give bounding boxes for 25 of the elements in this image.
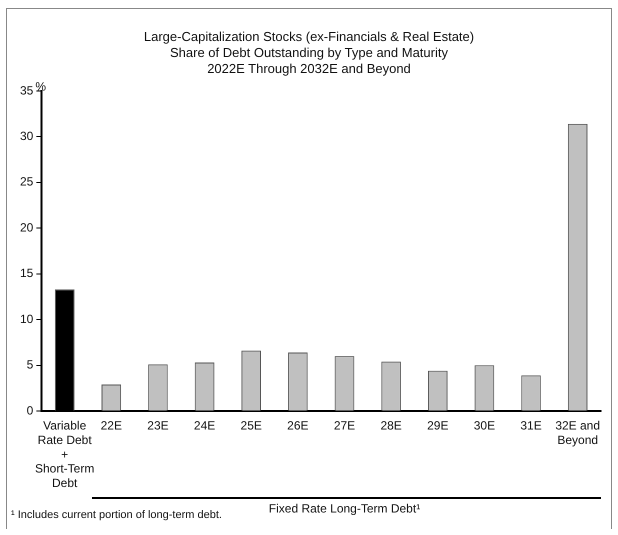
text: ¹ Includes current portion of long-term debt. [11, 509, 222, 521]
y-tick-label: 35 [20, 83, 34, 98]
x-tick-label: 29E [427, 418, 448, 433]
y-tick-label: 25 [20, 174, 34, 189]
text: Fixed Rate Long-Term Debt¹ [268, 501, 420, 516]
x-tick-label: 23E [147, 418, 169, 433]
x-tick-label: 27E [334, 418, 356, 433]
y-tick-label: 10 [20, 312, 34, 326]
x-tick-label: 26E [287, 418, 309, 433]
y-tick-label: 15 [20, 266, 34, 280]
y-tick-label: 0 [26, 403, 34, 418]
chart-title: Large-Capitalization Stocks (ex-Financials & Real Estate) [142, 29, 476, 45]
x-tick-label: 24E [194, 418, 216, 433]
y-tick-label: 30 [20, 129, 34, 144]
x-tick-label: 28E [380, 418, 402, 433]
x-tick-label: Variable Rate Debt + Short-Term Debt [34, 418, 94, 490]
y-axis-title: % [35, 79, 46, 94]
x-tick-label: 25E [240, 418, 262, 433]
x-tick-label: 31E [520, 418, 542, 433]
y-tick-label: 20 [20, 220, 34, 234]
y-tick-label: 5 [26, 358, 34, 372]
x-tick-label: 22E [100, 418, 122, 433]
chart-subtitle: Share of Debt Outstanding by Type and Maturity 2022E Through 2032E and Beyond [169, 45, 449, 77]
x-tick-label: 32E and Beyond [555, 418, 600, 447]
x-tick-label: 30E [474, 418, 496, 433]
